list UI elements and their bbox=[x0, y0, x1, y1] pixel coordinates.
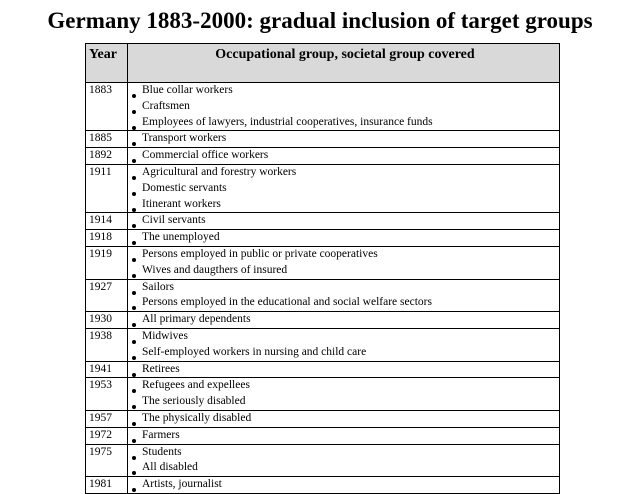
year-cell: 1953 bbox=[85, 377, 128, 411]
slide: Germany 1883-2000: gradual inclusion of … bbox=[47, 8, 593, 494]
year-cell: 1919 bbox=[85, 245, 128, 280]
groups-cell: Midwives Self-employed workers in nursing… bbox=[127, 327, 560, 362]
groups-cell: Artists, journalist bbox=[127, 476, 560, 494]
group-item: Midwives bbox=[131, 329, 559, 345]
group-item: Transport workers bbox=[131, 131, 559, 147]
groups-cell: Persons employed in public or private co… bbox=[127, 245, 560, 280]
year-cell: 1892 bbox=[85, 147, 128, 165]
year-cell: 1930 bbox=[85, 311, 128, 329]
year-cell: 1918 bbox=[85, 229, 128, 247]
groups-cell: Refugees and expellees The seriously disa… bbox=[127, 377, 560, 411]
year-cell: 1938 bbox=[85, 327, 128, 362]
table-row: 1883 Blue collar workers Craftsmen Employee… bbox=[85, 81, 560, 132]
group-item: Artists, journalist bbox=[131, 477, 559, 493]
table-row: 1914 Civil servants bbox=[85, 212, 560, 231]
table-row: 1972 Farmers bbox=[85, 426, 560, 445]
group-item: Persons employed in public or private co… bbox=[131, 247, 559, 263]
group-item: Craftsmen bbox=[131, 99, 559, 115]
group-item: Itinerant workers bbox=[131, 197, 559, 213]
group-item: Persons employed in the educational and … bbox=[131, 295, 559, 311]
group-item: The seriously disabled bbox=[131, 394, 559, 410]
table-row: 1930 All primary dependents bbox=[85, 311, 560, 329]
group-item: Employees of lawyers, industrial coopera… bbox=[131, 115, 559, 131]
year-cell: 1911 bbox=[85, 163, 128, 214]
table-row: 1938 Midwives Self-employed workers in nur… bbox=[85, 327, 560, 362]
group-item: Agricultural and forestry workers bbox=[131, 165, 559, 181]
year-cell: 1972 bbox=[85, 426, 128, 445]
group-item: Farmers bbox=[131, 428, 559, 444]
table-row: 1957 The physically disabled bbox=[85, 409, 560, 428]
year-cell: 1883 bbox=[85, 81, 128, 132]
year-cell: 1981 bbox=[85, 476, 128, 494]
group-item: Commercial office workers bbox=[131, 148, 559, 164]
table-body: 1883 Blue collar workers Craftsmen Employee… bbox=[85, 81, 560, 494]
year-cell: 1957 bbox=[85, 409, 128, 428]
year-cell: 1885 bbox=[85, 130, 128, 149]
groups-cell: Farmers bbox=[127, 426, 560, 445]
group-item: Refugees and expellees bbox=[131, 378, 559, 394]
group-item: Retirees bbox=[131, 362, 559, 378]
groups-cell: Students All disabled bbox=[127, 443, 560, 478]
group-item: Domestic servants bbox=[131, 181, 559, 197]
group-item: Wives and daugthers of insured bbox=[131, 263, 559, 279]
header-cell: Year bbox=[85, 43, 128, 83]
year-cell: 1927 bbox=[85, 278, 128, 313]
group-item: Students bbox=[131, 445, 559, 461]
table-header: Year Occupational group, societal group … bbox=[85, 43, 560, 83]
groups-cell: All primary dependents bbox=[127, 311, 560, 329]
header-cell: Occupational group, societal group cover… bbox=[127, 43, 560, 83]
groups-cell: Civil servants bbox=[127, 212, 560, 231]
slide-title: Germany 1883-2000: gradual inclusion of … bbox=[47, 8, 593, 33]
header-row: Year Occupational group, societal group … bbox=[85, 43, 560, 83]
coverage-table: Year Occupational group, societal group … bbox=[85, 43, 560, 494]
group-item: All primary dependents bbox=[131, 312, 559, 328]
groups-cell: Agricultural and forestry workers Domesti… bbox=[127, 163, 560, 214]
groups-cell: Retirees bbox=[127, 360, 560, 379]
year-cell: 1914 bbox=[85, 212, 128, 231]
group-item: All disabled bbox=[131, 460, 559, 476]
table-row: 1892 Commercial office workers bbox=[85, 147, 560, 165]
table-row: 1918 The unemployed bbox=[85, 229, 560, 247]
table-row: 1981 Artists, journalist bbox=[85, 476, 560, 494]
table-row: 1885 Transport workers bbox=[85, 130, 560, 149]
groups-cell: The physically disabled bbox=[127, 409, 560, 428]
group-item: Sailors bbox=[131, 280, 559, 296]
table-row: 1941 Retirees bbox=[85, 360, 560, 379]
table-row: 1927 Sailors Persons employed in the educa… bbox=[85, 278, 560, 313]
year-cell: 1975 bbox=[85, 443, 128, 478]
groups-cell: Blue collar workers Craftsmen Employees of… bbox=[127, 81, 560, 132]
groups-cell: Commercial office workers bbox=[127, 147, 560, 165]
table-row: 1975 Students All disabled bbox=[85, 443, 560, 478]
groups-cell: Transport workers bbox=[127, 130, 560, 149]
groups-cell: Sailors Persons employed in the education… bbox=[127, 278, 560, 313]
group-item: The unemployed bbox=[131, 230, 559, 246]
groups-cell: The unemployed bbox=[127, 229, 560, 247]
group-item: Civil servants bbox=[131, 213, 559, 229]
table-row: 1919 Persons employed in public or privat… bbox=[85, 245, 560, 280]
table-row: 1911 Agricultural and forestry workers Dom… bbox=[85, 163, 560, 214]
group-item: Self-employed workers in nursing and chi… bbox=[131, 345, 559, 361]
year-cell: 1941 bbox=[85, 360, 128, 379]
table-row: 1953 Refugees and expellees The seriously … bbox=[85, 377, 560, 411]
group-item: The physically disabled bbox=[131, 411, 559, 427]
group-item: Blue collar workers bbox=[131, 83, 559, 99]
